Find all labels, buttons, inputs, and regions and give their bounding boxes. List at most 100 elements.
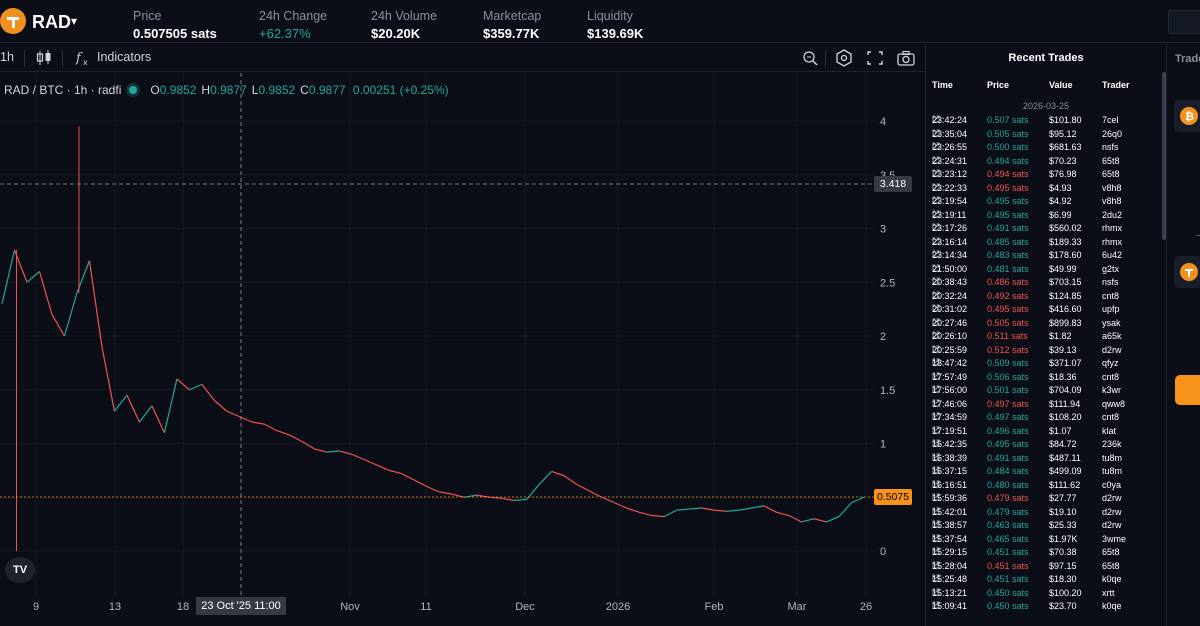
external-link-icon[interactable] (932, 426, 940, 434)
trade-row[interactable]: 23:16:14 0.485 sats $189.33 rhmx (932, 237, 1162, 251)
legend-low: 0.9852 (258, 83, 296, 97)
price-segment (601, 496, 615, 504)
trade-row[interactable]: 20:32:24 0.492 sats $124.85 cnt8 (932, 291, 1162, 305)
external-link-icon[interactable] (932, 250, 940, 258)
external-link-icon[interactable] (932, 507, 940, 515)
settings-gear-icon[interactable] (834, 49, 854, 67)
external-link-icon[interactable] (932, 439, 940, 447)
external-link-icon[interactable] (932, 277, 940, 285)
trade-row[interactable]: 23:14:34 0.483 sats $178.60 6u42 (932, 250, 1162, 264)
trade-row[interactable]: 23:24:31 0.494 sats $70.23 65t8 (932, 156, 1162, 170)
tradingview-logo-icon[interactable]: TV (5, 557, 35, 583)
trade-row[interactable]: 15:59:36 0.479 sats $27.77 d2rw (932, 493, 1162, 507)
trade-row[interactable]: 23:42:24 0.507 sats $101.80 7cel (932, 115, 1162, 129)
trade-row[interactable]: 15:29:15 0.451 sats $70.38 65t8 (932, 547, 1162, 561)
price-chart[interactable]: 43.532.521.510.50 91318Nov11Dec2026FebMa… (0, 73, 924, 626)
external-link-icon[interactable] (932, 264, 940, 272)
trade-row[interactable]: 20:25:59 0.512 sats $39.13 d2rw (932, 345, 1162, 359)
external-link-icon[interactable] (932, 142, 940, 150)
zoom-search-icon[interactable] (801, 49, 821, 67)
trade-row[interactable]: 23:19:54 0.495 sats $4.92 v8h8 (932, 196, 1162, 210)
external-link-icon[interactable] (932, 534, 940, 542)
indicators-button[interactable]: Indicators (97, 50, 152, 64)
trade-row[interactable]: 21:50:00 0.481 sats $49.99 g2tx (932, 264, 1162, 278)
trade-row[interactable]: 23:26:55 0.500 sats $681.63 nsfs (932, 142, 1162, 156)
external-link-icon[interactable] (932, 412, 940, 420)
external-link-icon[interactable] (932, 196, 940, 204)
interval-button[interactable]: 1h (0, 50, 14, 64)
trade-row[interactable]: 17:57:49 0.506 sats $18.36 cnt8 (932, 372, 1162, 386)
trade-row[interactable]: 17:34:59 0.497 sats $108.20 cnt8 (932, 412, 1162, 426)
external-link-icon[interactable] (932, 547, 940, 555)
trade-row[interactable]: 23:23:12 0.494 sats $76.98 65t8 (932, 169, 1162, 183)
trade-row[interactable]: 23:19:11 0.495 sats $6.99 2du2 (932, 210, 1162, 224)
trades-scrollbar[interactable] (1162, 72, 1166, 240)
external-link-icon[interactable] (932, 318, 940, 326)
trade-row[interactable]: 17:56:00 0.501 sats $704.09 k3wr (932, 385, 1162, 399)
external-link-icon[interactable] (932, 601, 940, 609)
external-link-icon[interactable] (932, 493, 940, 501)
chart-canvas[interactable]: 43.532.521.510.50 91318Nov11Dec2026FebMa… (0, 73, 924, 626)
external-link-icon[interactable] (932, 304, 940, 312)
trade-row[interactable]: 17:19:51 0.496 sats $1.07 klat (932, 426, 1162, 440)
trade-row[interactable]: 16:16:51 0.480 sats $111.62 c0ya (932, 480, 1162, 494)
trade-row[interactable]: 23:35:04 0.505 sats $95.12 26q0 (932, 129, 1162, 143)
external-link-icon[interactable] (932, 183, 940, 191)
header-tab[interactable] (1168, 10, 1200, 34)
recent-trades-title: Recent Trades (1008, 52, 1084, 64)
external-link-icon[interactable] (932, 358, 940, 366)
stat-label: Liquidity (587, 9, 633, 23)
bitcoin-icon: ₿ (1180, 107, 1198, 125)
external-link-icon[interactable] (932, 466, 940, 474)
external-link-icon[interactable] (932, 115, 940, 123)
trade-price: 0.495 sats (987, 196, 1029, 206)
external-link-icon[interactable] (932, 331, 940, 339)
external-link-icon[interactable] (932, 129, 940, 137)
trade-price: 0.481 sats (987, 263, 1029, 274)
external-link-icon[interactable] (932, 574, 940, 582)
external-link-icon[interactable] (932, 291, 940, 299)
trade-row[interactable]: 15:25:48 0.451 sats $18.30 k0qe (932, 574, 1162, 588)
external-link-icon[interactable] (932, 156, 940, 164)
external-link-icon[interactable] (932, 561, 940, 569)
trade-row[interactable]: 17:46:06 0.497 sats $111.94 qww8 (932, 399, 1162, 413)
trade-row[interactable]: 16:38:39 0.491 sats $487.11 tu8m (932, 453, 1162, 467)
external-link-icon[interactable] (932, 453, 940, 461)
trade-row[interactable]: 15:28:04 0.451 sats $97.15 65t8 (932, 561, 1162, 575)
external-link-icon[interactable] (932, 385, 940, 393)
rad-token-card[interactable] (1174, 256, 1200, 288)
trade-row[interactable]: 15:42:01 0.479 sats $19.10 d2rw (932, 507, 1162, 521)
external-link-icon[interactable] (932, 399, 940, 407)
trade-row[interactable]: 15:09:41 0.450 sats $23.70 k0qe (932, 601, 1162, 615)
trade-row[interactable]: 23:22:33 0.495 sats $4.93 v8h8 (932, 183, 1162, 197)
external-link-icon[interactable] (932, 345, 940, 353)
btc-token-card[interactable]: ₿ (1174, 100, 1200, 132)
external-link-icon[interactable] (932, 237, 940, 245)
fullscreen-icon[interactable] (865, 49, 885, 67)
trade-row[interactable]: 15:13:21 0.450 sats $100.20 xrtt (932, 588, 1162, 602)
trade-row[interactable]: 18:47:42 0.509 sats $371.07 qfyz (932, 358, 1162, 372)
trade-row[interactable]: 20:38:43 0.486 sats $703.15 nsfs (932, 277, 1162, 291)
external-link-icon[interactable] (932, 223, 940, 231)
trade-submit-button[interactable] (1175, 375, 1200, 405)
external-link-icon[interactable] (932, 169, 940, 177)
external-link-icon[interactable] (932, 480, 940, 488)
candles-icon[interactable] (34, 49, 54, 67)
trade-row[interactable]: 15:37:54 0.465 sats $1.97K 3wme (932, 534, 1162, 548)
trade-row[interactable]: 20:26:10 0.511 sats $1.82 a65k (932, 331, 1162, 345)
trade-row[interactable]: 20:31:02 0.495 sats $416.60 upfp (932, 304, 1162, 318)
external-link-icon[interactable] (932, 372, 940, 380)
trade-row[interactable]: 16:37:15 0.484 sats $499.09 tu8m (932, 466, 1162, 480)
external-link-icon[interactable] (932, 520, 940, 528)
trade-row[interactable]: 15:38:57 0.463 sats $25.33 d2rw (932, 520, 1162, 534)
external-link-icon[interactable] (932, 210, 940, 218)
token-ticker[interactable]: RAD (32, 12, 71, 32)
trade-row[interactable]: 23:17:26 0.491 sats $560.02 rhmx (932, 223, 1162, 237)
camera-icon[interactable] (896, 49, 916, 67)
trade-trader: d2rw (1102, 493, 1122, 503)
trade-row[interactable]: 20:27:46 0.505 sats $899.83 ysak (932, 318, 1162, 332)
external-link-icon[interactable] (932, 588, 940, 596)
indicators-fx-icon[interactable]: f x (74, 49, 94, 67)
trade-row[interactable]: 16:42:35 0.495 sats $84.72 236k (932, 439, 1162, 453)
chevron-down-icon[interactable]: ▾ (71, 14, 78, 28)
